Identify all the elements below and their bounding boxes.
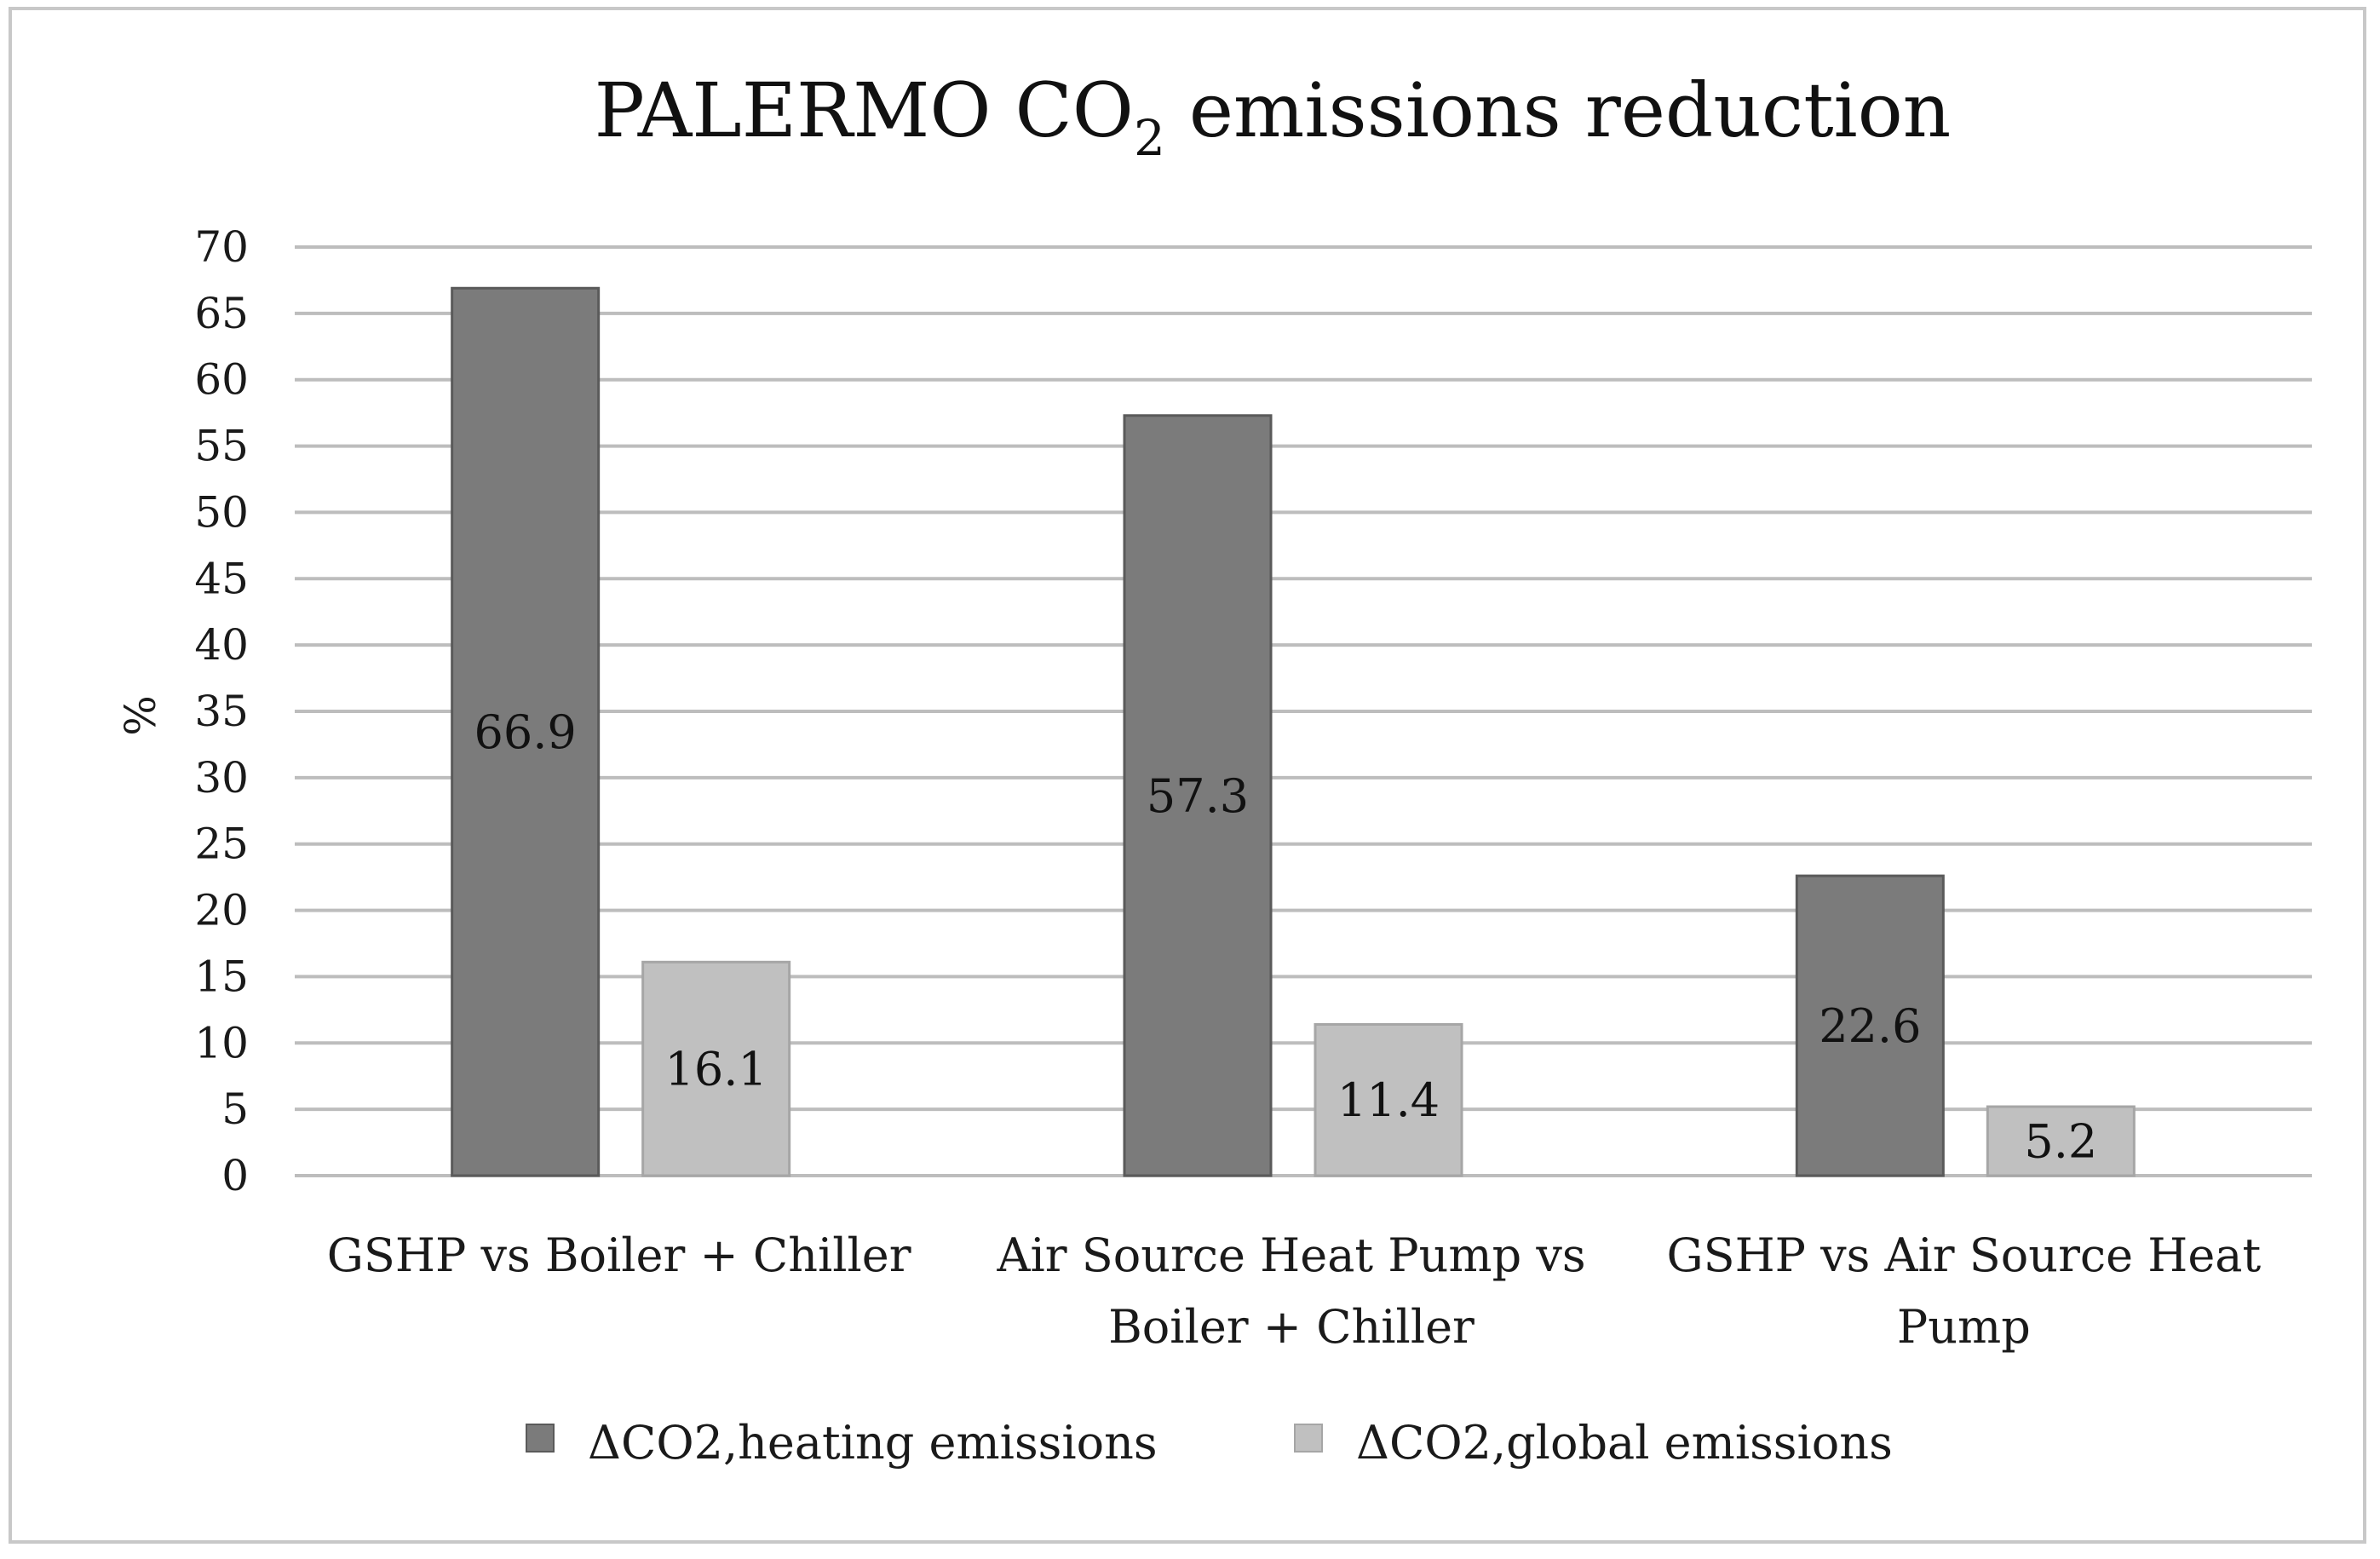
legend-swatch [526,1424,555,1453]
y-tick-label: 60 [194,355,249,405]
x-category-label: GSHP vs Air Source Heat Pump [1666,1228,2261,1354]
data-label: 11.4 [1337,1073,1440,1127]
legend-label: ΔCO2,global emissions [1356,1416,1893,1470]
bar-layer: 66.9 16.1 57.3 11.4 22.6 5.2 [451,286,2136,1177]
data-label: 57.3 [1147,769,1249,823]
y-tick-label: 55 [194,422,249,471]
y-tick-label: 25 [194,820,249,869]
legend-label: ΔCO2,heating emissions [588,1416,1158,1470]
x-category-label: Air Source Heat Pump vs Boiler + Chiller [996,1228,1585,1354]
x-category-line: GSHP vs Boiler + Chiller [327,1228,911,1282]
y-tick-label: 30 [194,753,249,803]
bar-heating [1795,874,1945,1177]
y-tick-label: 5 [221,1084,249,1134]
data-label: 22.6 [1819,999,1921,1053]
legend-swatch [1294,1424,1323,1453]
data-label: 16.1 [665,1043,767,1096]
legend: ΔCO2,heating emissions ΔCO2,global emissi… [526,1416,1893,1470]
bar-global [641,960,791,1177]
bar-global [1986,1105,2136,1177]
y-tick-label: 15 [194,952,249,1001]
y-tick-label: 10 [194,1018,249,1067]
grid-layer [295,245,2312,1177]
y-tick-label: 65 [194,289,249,338]
y-tick-label: 50 [194,487,249,537]
x-category-line: Pump [1897,1300,2031,1354]
x-category-label: GSHP vs Boiler + Chiller [327,1228,911,1282]
x-category-line: Boiler + Chiller [1108,1300,1475,1354]
bar-heating [451,286,601,1177]
x-category-line: Air Source Heat Pump vs [996,1228,1585,1282]
chart-svg: PALERMO CO2 emissions reduction 05101520… [116,66,2312,1470]
y-axis-ticks: 0 5 10 15 20 25 30 35 40 45 50 55 60 65 70 [194,222,249,1200]
y-axis-label: % [116,695,165,736]
y-tick-label: 35 [194,687,249,736]
y-tick-label: 0 [221,1151,249,1200]
data-label: 5.2 [2024,1115,2097,1169]
y-tick-label: 70 [194,222,249,272]
y-tick-label: 40 [194,620,249,670]
data-label: 66.9 [474,705,577,759]
x-axis-categories: GSHP vs Boiler + Chiller Air Source Heat … [327,1228,2262,1354]
chart-title: PALERMO CO2 emissions reduction [595,66,1952,167]
bar-global [1314,1022,1463,1177]
y-tick-label: 45 [194,554,249,603]
chart-title-prefix: PALERMO CO [595,66,1134,154]
y-tick-label: 20 [194,886,249,935]
x-category-line: GSHP vs Air Source Heat [1666,1228,2261,1282]
chart-title-subscript: 2 [1134,109,1165,167]
chart-frame: PALERMO CO2 emissions reduction 0 5 10 15 20… [9,7,2366,1544]
chart-title-suffix: emissions reduction [1165,66,1952,154]
bar-heating [1123,414,1273,1177]
